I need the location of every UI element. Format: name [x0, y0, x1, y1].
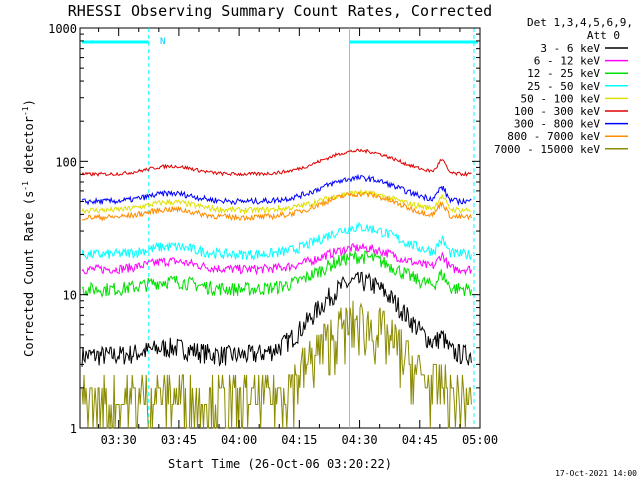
- axis-ticks: 03:30 03:45 04:00 04:15 04:30 04:45 05:00 1 10 10…: [48, 22, 498, 447]
- timestamp: 17-Oct-2021 14:00: [555, 469, 637, 478]
- series-line-0: [81, 271, 472, 367]
- x-tick-label-0: 03:30: [101, 433, 137, 447]
- y-axis-label-exp1: -1: [21, 181, 30, 191]
- legend-header-line1: Det 1,3,4,5,6,9,: [527, 16, 633, 29]
- series-lines: [81, 148, 472, 429]
- series-line-1: [81, 242, 472, 276]
- night-marker: N: [160, 37, 165, 47]
- series-line-4: [81, 188, 472, 215]
- x-tick-label-4: 04:30: [341, 433, 377, 447]
- y-tick-label-1: 10: [63, 289, 77, 303]
- legend-label-0: 3 - 6 keV: [540, 42, 600, 55]
- series-line-3: [81, 221, 472, 261]
- x-tick-label-1: 03:45: [161, 433, 197, 447]
- legend-label-7: 800 - 7000 keV: [507, 130, 600, 143]
- series-line-7: [81, 190, 472, 222]
- series-line-5: [81, 148, 472, 177]
- y-tick-label-2: 100: [55, 155, 77, 169]
- legend-label-1: 6 - 12 keV: [534, 55, 601, 68]
- legend-label-3: 25 - 50 keV: [527, 80, 600, 93]
- chart-title: RHESSI Observing Summary Count Rates, Co…: [68, 2, 492, 20]
- plot-axes: [79, 27, 481, 429]
- y-tick-label-3: 1000: [48, 22, 77, 36]
- y-axis-label-exp2: -1: [21, 106, 30, 116]
- series-line-6: [81, 173, 472, 206]
- legend-label-2: 12 - 25 keV: [527, 67, 600, 80]
- legend-header-line2: Att 0: [587, 29, 620, 42]
- x-tick-label-6: 05:00: [462, 433, 498, 447]
- x-tick-label-3: 04:15: [281, 433, 317, 447]
- x-axis-label: Start Time (26-Oct-06 03:20:22): [168, 457, 392, 471]
- x-tick-label-2: 04:00: [221, 433, 257, 447]
- y-axis-label-mid: detector: [22, 116, 36, 181]
- x-tick-label-5: 04:45: [402, 433, 438, 447]
- plot-frame: [79, 27, 481, 429]
- legend-label-6: 300 - 800 keV: [514, 118, 600, 131]
- series-line-2: [81, 250, 472, 298]
- legend-label-4: 50 - 100 keV: [521, 92, 601, 105]
- series-line-8: [81, 300, 472, 429]
- legend-label-8: 7000 - 15000 keV: [494, 143, 600, 156]
- y-axis-label-main: Corrected Count Rate (s: [22, 191, 36, 357]
- legend-label-5: 100 - 300 keV: [514, 105, 600, 118]
- y-axis-label-end: ): [22, 99, 36, 106]
- shaded-intervals: [82, 28, 478, 428]
- y-axis-label: Corrected Count Rate (s-1 detector-1): [21, 99, 36, 357]
- y-tick-label-0: 1: [70, 422, 77, 436]
